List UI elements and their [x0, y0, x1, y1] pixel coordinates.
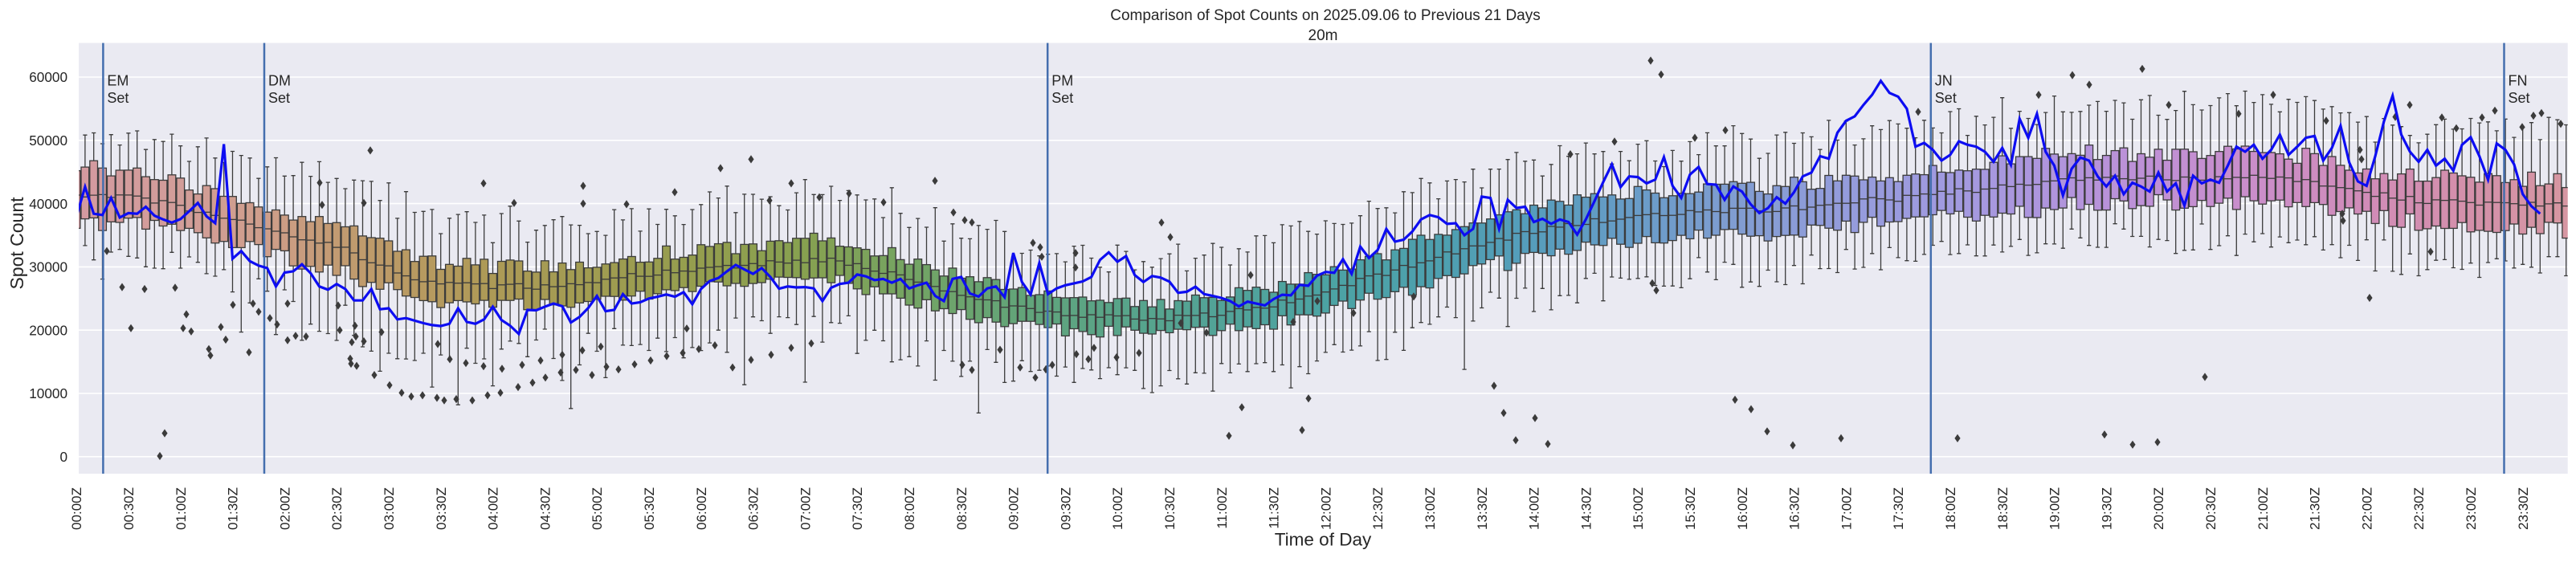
svg-text:15:00Z: 15:00Z [1631, 487, 1646, 530]
svg-text:02:30Z: 02:30Z [329, 487, 345, 530]
svg-text:20000: 20000 [29, 322, 67, 338]
svg-text:09:30Z: 09:30Z [1058, 487, 1073, 530]
svg-text:19:00Z: 19:00Z [2047, 487, 2063, 530]
svg-text:07:30Z: 07:30Z [850, 487, 865, 530]
svg-text:10:30Z: 10:30Z [1162, 487, 1178, 530]
svg-text:18:00Z: 18:00Z [1943, 487, 1958, 530]
svg-text:18:30Z: 18:30Z [1995, 487, 2011, 530]
svg-text:07:00Z: 07:00Z [798, 487, 813, 530]
svg-text:02:00Z: 02:00Z [277, 487, 292, 530]
svg-text:17:00Z: 17:00Z [1839, 487, 1854, 530]
svg-text:20:00Z: 20:00Z [2151, 487, 2166, 530]
svg-text:05:00Z: 05:00Z [590, 487, 605, 530]
svg-text:20:30Z: 20:30Z [2203, 487, 2219, 530]
svg-text:15:30Z: 15:30Z [1683, 487, 1698, 530]
svg-text:13:30Z: 13:30Z [1475, 487, 1490, 530]
svg-text:Time of Day: Time of Day [1275, 530, 1372, 550]
svg-text:10000: 10000 [29, 385, 67, 401]
svg-text:21:00Z: 21:00Z [2256, 487, 2271, 530]
svg-text:Comparison of Spot Counts on 2: Comparison of Spot Counts on 2025.09.06 … [1110, 7, 1541, 24]
svg-text:40000: 40000 [29, 196, 67, 212]
svg-text:13:00Z: 13:00Z [1423, 487, 1438, 530]
svg-text:0: 0 [59, 449, 67, 465]
svg-text:14:30Z: 14:30Z [1578, 487, 1594, 530]
svg-text:11:30Z: 11:30Z [1267, 487, 1282, 529]
svg-text:01:00Z: 01:00Z [174, 487, 189, 530]
svg-text:00:30Z: 00:30Z [121, 487, 137, 530]
svg-text:60000: 60000 [29, 69, 67, 85]
svg-text:50000: 50000 [29, 132, 67, 149]
svg-text:12:00Z: 12:00Z [1318, 487, 1333, 530]
svg-text:04:00Z: 04:00Z [486, 487, 501, 530]
svg-text:23:00Z: 23:00Z [2464, 487, 2479, 530]
svg-text:11:00Z: 11:00Z [1215, 487, 1230, 529]
svg-text:08:30Z: 08:30Z [954, 487, 970, 530]
svg-text:03:30Z: 03:30Z [434, 487, 449, 530]
svg-text:22:00Z: 22:00Z [2359, 487, 2374, 530]
svg-text:30000: 30000 [29, 259, 67, 275]
svg-text:16:00Z: 16:00Z [1735, 487, 1750, 530]
svg-text:04:30Z: 04:30Z [537, 487, 553, 530]
svg-text:09:00Z: 09:00Z [1006, 487, 1022, 530]
svg-text:08:00Z: 08:00Z [902, 487, 917, 530]
svg-text:00:00Z: 00:00Z [69, 487, 84, 530]
svg-text:Spot Count: Spot Count [6, 197, 27, 290]
svg-text:17:30Z: 17:30Z [1891, 487, 1906, 530]
svg-text:16:30Z: 16:30Z [1787, 487, 1802, 530]
svg-text:01:30Z: 01:30Z [226, 487, 241, 530]
svg-text:06:30Z: 06:30Z [746, 487, 761, 530]
svg-text:23:30Z: 23:30Z [2516, 487, 2531, 530]
svg-text:14:00Z: 14:00Z [1527, 487, 1542, 530]
svg-text:22:30Z: 22:30Z [2411, 487, 2427, 530]
svg-text:06:00Z: 06:00Z [694, 487, 709, 530]
svg-text:19:30Z: 19:30Z [2099, 487, 2114, 530]
svg-text:12:30Z: 12:30Z [1370, 487, 1386, 530]
svg-text:20m: 20m [1308, 27, 1338, 44]
svg-text:21:30Z: 21:30Z [2308, 487, 2323, 530]
svg-text:05:30Z: 05:30Z [642, 487, 657, 530]
svg-text:03:00Z: 03:00Z [382, 487, 397, 530]
svg-text:10:00Z: 10:00Z [1110, 487, 1125, 530]
